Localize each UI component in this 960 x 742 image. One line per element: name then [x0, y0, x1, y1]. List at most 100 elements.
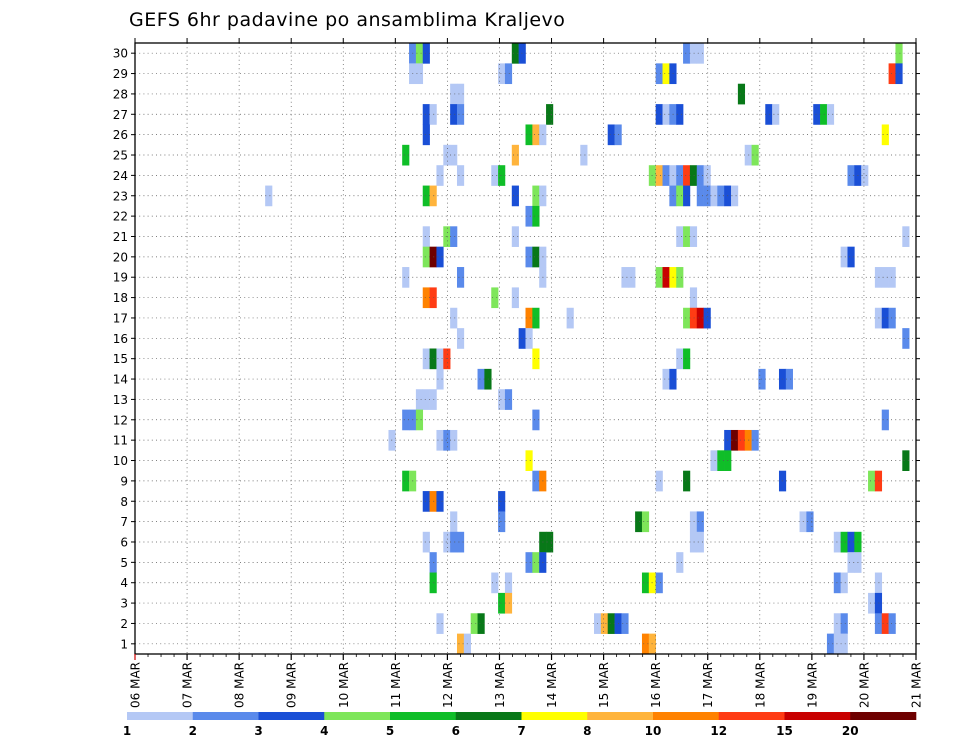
heatmap-cell — [696, 165, 704, 186]
heatmap-cell — [532, 552, 540, 573]
heatmap-cell — [511, 226, 519, 247]
heatmap-cell — [470, 613, 478, 634]
y-tick-label: 12 — [113, 413, 128, 427]
y-tick-label: 23 — [113, 189, 128, 203]
heatmap-cell — [758, 368, 766, 390]
heatmap-cell — [662, 104, 670, 125]
x-tick-label: 16 MAR — [649, 662, 663, 708]
heatmap-cell — [717, 185, 725, 207]
y-tick-label: 13 — [113, 393, 128, 407]
heatmap-cell — [436, 246, 444, 268]
heatmap-cell — [525, 205, 533, 227]
y-tick-label: 7 — [120, 515, 128, 529]
heatmap-cell — [498, 389, 506, 410]
heatmap-cell — [402, 144, 410, 166]
heatmap-cell — [429, 572, 437, 594]
heatmap-cell — [422, 246, 430, 268]
heatmap-cell — [422, 389, 430, 410]
heatmap-cell — [806, 511, 814, 533]
legend-swatch — [784, 712, 851, 720]
heatmap-cell — [737, 429, 746, 451]
heatmap-cell — [840, 572, 848, 594]
legend-label: 12 — [710, 724, 727, 738]
y-tick-label: 10 — [113, 454, 128, 468]
heatmap-cell — [491, 572, 499, 594]
heatmap-cell — [696, 511, 704, 533]
heatmap-cell — [628, 267, 636, 288]
y-tick-label: 16 — [113, 332, 128, 346]
heatmap-cell — [525, 450, 533, 471]
heatmap-cell — [436, 429, 444, 451]
heatmap-cell — [429, 491, 437, 512]
legend-label: 4 — [320, 724, 328, 738]
heatmap-cell — [717, 450, 725, 471]
heatmap-cell — [826, 633, 835, 655]
y-tick-label: 15 — [113, 352, 128, 366]
heatmap-cell — [662, 368, 670, 390]
heatmap-cell — [402, 470, 410, 492]
heatmap-cell — [868, 470, 876, 492]
heatmap-cell — [498, 511, 506, 533]
heatmap-cell — [895, 63, 903, 85]
heatmap-cell — [731, 429, 739, 451]
heatmap-cell — [751, 144, 759, 166]
legend-label: 7 — [517, 724, 525, 738]
heatmap-cell — [847, 531, 855, 553]
heatmap-cell — [436, 165, 444, 186]
heatmap-cell — [888, 307, 896, 329]
heatmap-cell — [436, 491, 444, 512]
heatmap-cell — [655, 572, 663, 594]
legend-swatch — [390, 712, 457, 720]
heatmap-cell — [402, 409, 410, 431]
legend-label: 5 — [386, 724, 394, 738]
heatmap-cell — [456, 83, 465, 105]
heatmap-cell — [655, 267, 663, 288]
heatmap-cell — [683, 43, 691, 64]
y-tick-label: 30 — [113, 47, 128, 61]
heatmap-cell — [477, 613, 485, 634]
heatmap-cell — [532, 124, 540, 146]
x-tick-label: 06 MAR — [129, 662, 143, 708]
heatmap-cell — [265, 185, 273, 207]
legend-swatch — [127, 712, 194, 720]
heatmap-cell — [710, 450, 718, 471]
heatmap-cell — [683, 307, 691, 329]
heatmap-cell — [546, 104, 554, 125]
heatmap-cell — [532, 470, 540, 492]
heatmap-cell — [847, 552, 855, 573]
legend-swatch — [324, 712, 391, 720]
heatmap-cell — [772, 104, 780, 125]
heatmap-cell — [429, 246, 437, 268]
heatmap-cell — [504, 389, 513, 410]
x-tick-label: 17 MAR — [701, 662, 715, 708]
heatmap-cell — [662, 63, 670, 85]
color-legend: 1 2 3 4 5 6 7 8 10 12 15 20 — [123, 712, 917, 738]
y-tick-label: 25 — [113, 149, 128, 163]
heatmap-cell — [504, 63, 513, 85]
heatmap-cell — [450, 307, 458, 329]
heatmap-cell — [491, 165, 499, 186]
heatmap-cell — [511, 185, 519, 207]
heatmap-cell — [504, 592, 513, 614]
x-tick-label: 20 MAR — [857, 662, 871, 708]
heatmap-cell — [415, 43, 424, 64]
heatmap-cell — [532, 185, 540, 207]
heatmap-cell — [847, 165, 855, 186]
heatmap-cell — [422, 124, 430, 146]
x-tick-label: 12 MAR — [441, 662, 455, 708]
heatmap-cell — [511, 43, 519, 64]
heatmap-cell — [422, 287, 430, 309]
heatmap-cell — [902, 226, 910, 247]
y-tick-label: 2 — [120, 617, 128, 631]
heatmap-cell — [737, 83, 746, 105]
heatmap-cell — [881, 124, 889, 146]
chart-title: GEFS 6hr padavine po ansamblima Kraljevo — [129, 9, 565, 31]
heatmap-cell — [415, 63, 424, 85]
heatmap-cell — [820, 104, 828, 125]
heatmap-cell — [429, 104, 437, 125]
legend-swatch — [192, 712, 259, 720]
x-tick-label: 14 MAR — [545, 662, 559, 708]
heatmap-cell — [826, 104, 835, 125]
heatmap-cell — [456, 165, 465, 186]
